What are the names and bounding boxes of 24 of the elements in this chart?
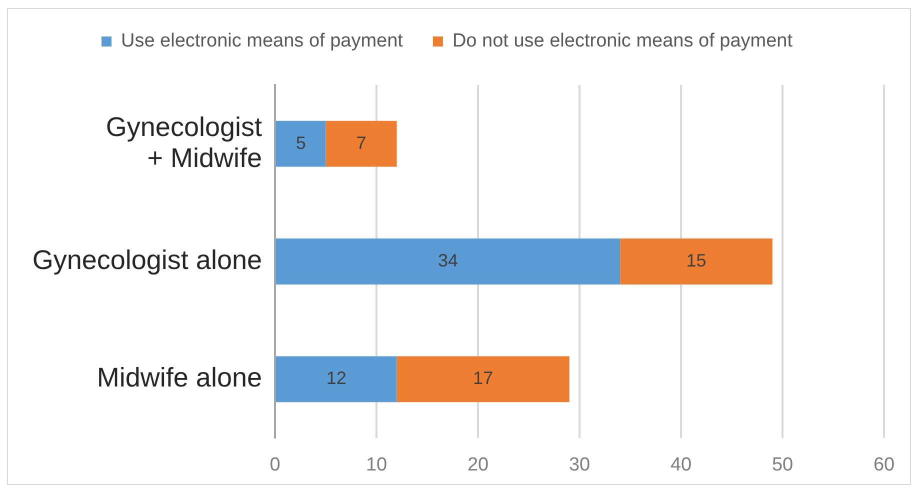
bar [276,238,620,284]
bar [396,356,570,402]
legend-label: Do not use electronic means of payment [452,30,794,52]
x-tick-label: 10 [366,454,388,476]
y-tick-label: Midwife alone [96,362,262,393]
x-tick-label: 20 [467,454,489,476]
x-tick-label: 60 [873,454,895,476]
bar [326,120,397,167]
y-tick-label: Gynecologist + Midwife [106,112,262,173]
bar [276,356,397,402]
data-label: 34 [438,250,458,270]
x-tick-label: 0 [270,454,280,476]
legend-label: Use electronic means of payment [120,30,404,52]
data-label: 7 [356,132,366,153]
data-label: 5 [296,132,306,153]
data-label: 17 [473,368,494,388]
data-label: 12 [326,368,346,388]
x-tick-label: 40 [670,454,692,476]
y-tick-label: Gynecologist alone [32,244,262,275]
bar [276,120,326,167]
bar [620,238,772,284]
data-label: 15 [686,250,706,270]
x-tick-label: 50 [772,454,794,476]
x-tick-label: 30 [568,454,590,476]
